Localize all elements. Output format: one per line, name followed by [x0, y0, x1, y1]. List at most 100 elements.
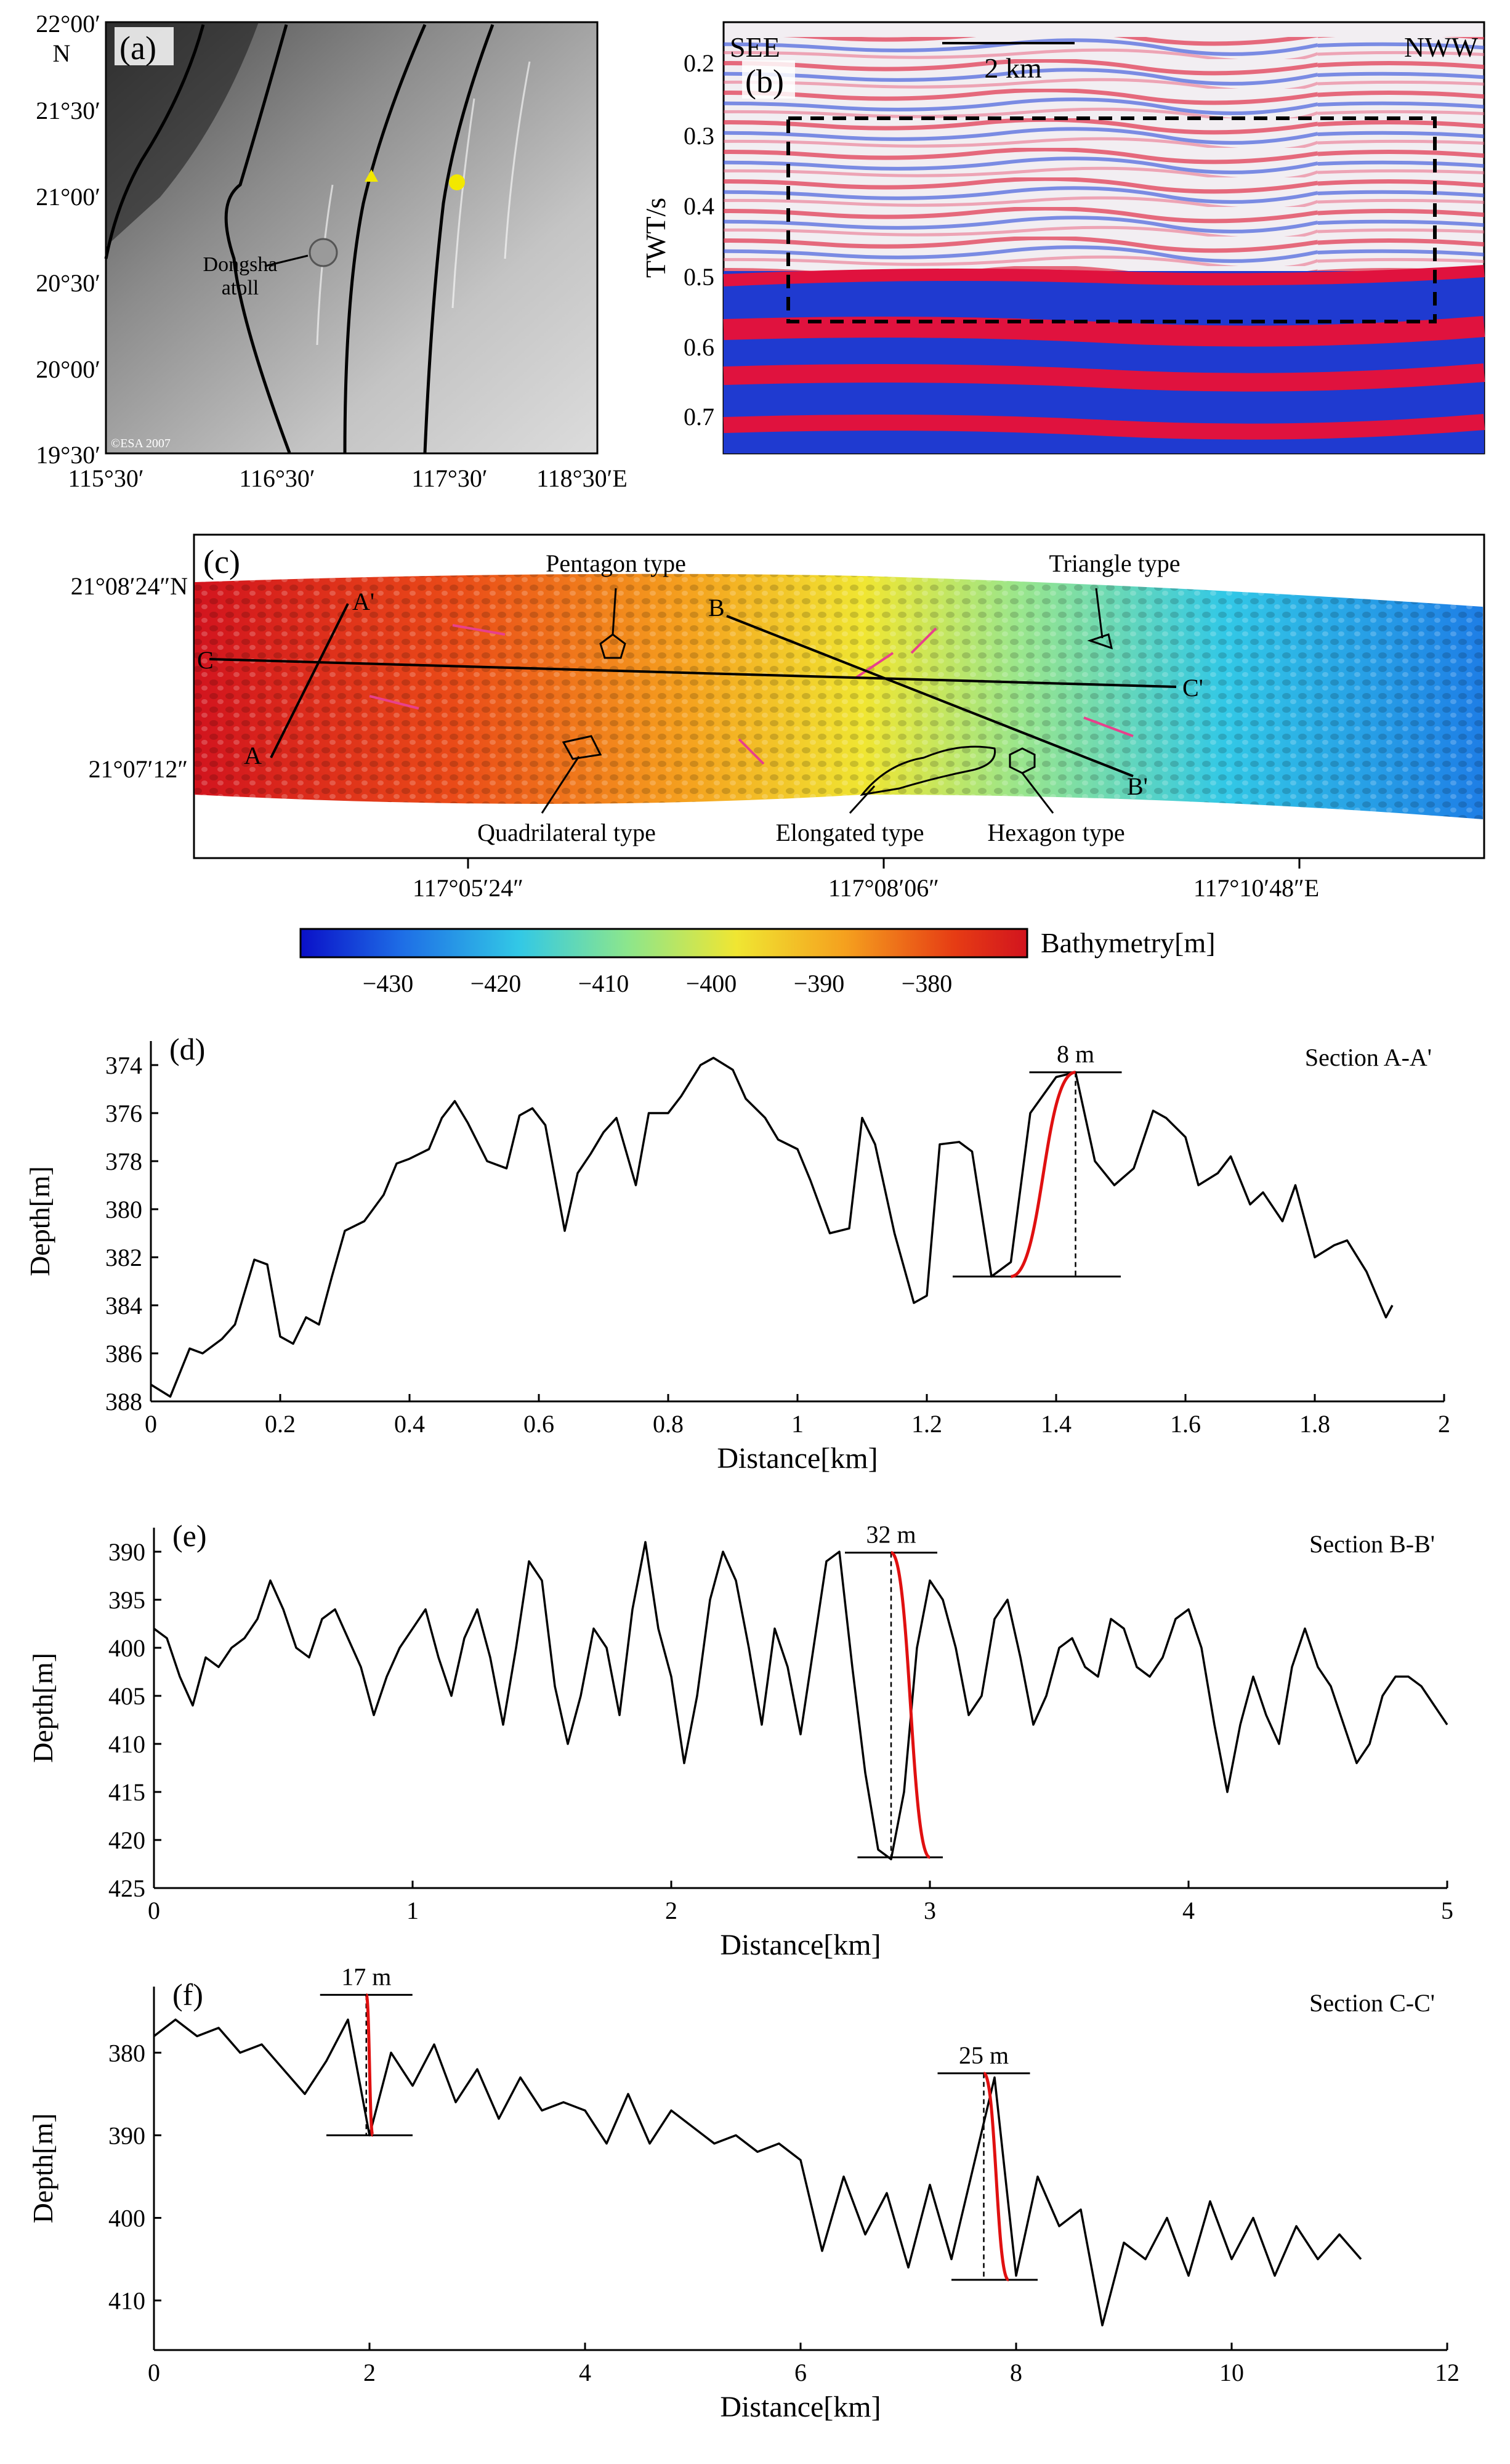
cb-tick: −400	[686, 970, 737, 997]
nww-label: NWW	[1404, 31, 1479, 63]
lat-tick: 20°00′	[36, 355, 100, 383]
profile-label-b: B	[708, 594, 725, 622]
annotation-red-flank	[365, 1993, 374, 2137]
y-tick-label: 380	[108, 2039, 145, 2067]
triangle-outline	[1087, 633, 1113, 650]
chart-section-a: 0 0.2 0.4 0.6 0.8 1 1.2 1.4 1.6 1.8 2 374 376 378 380 3…	[24, 1032, 1450, 1475]
x-tick-label: 1	[791, 1410, 804, 1438]
y-tick: 0.3	[684, 122, 714, 150]
scale-label: 2 km	[984, 52, 1042, 84]
lat-tick: 22°00′	[36, 10, 100, 38]
annotation-red-flank	[890, 1551, 931, 1859]
chart-section-c: 0 2 4 6 8 10 12 380 390 400 410 17 m 25 m (f) Section …	[27, 1963, 1460, 2423]
profile-label-a-prime: A'	[352, 588, 374, 615]
y-tick-label: 384	[105, 1292, 142, 1319]
c-lon-tick: 117°05′24″	[413, 874, 523, 902]
x-tick-label: 10	[1219, 2359, 1244, 2386]
seismic-upper-reflectors	[724, 37, 1484, 271]
lat-tick: 21°00′	[36, 183, 100, 211]
c-lon-tick: 117°08′06″	[828, 874, 939, 902]
profile-lines	[209, 603, 1177, 777]
c-lat-tick: 21°08′24″N	[71, 572, 188, 600]
x-axis-label: Distance[km]	[720, 2391, 881, 2423]
circle-marker	[449, 174, 465, 190]
chart-panel-label: (d)	[169, 1032, 205, 1066]
y-tick-label: 415	[108, 1778, 145, 1806]
lat-tick: 21°30′	[36, 97, 100, 124]
panel-c-label: (c)	[203, 543, 240, 580]
x-tick-label: 12	[1435, 2359, 1460, 2386]
panel-b-y-ticks: 0.2 0.3 0.4 0.5 0.6 0.7	[684, 49, 714, 431]
c-lat-tick: 21°07′12″	[89, 755, 188, 783]
x-tick-label: 1	[406, 1897, 419, 1924]
hexagon-outline	[1009, 747, 1036, 774]
colorbar-label: Bathymetry[m]	[1041, 927, 1216, 958]
chart-panel-label: (e)	[172, 1518, 207, 1553]
lat-unit: N	[53, 39, 71, 67]
x-tick-label: 1.4	[1041, 1410, 1072, 1438]
annotation-height-label: 25 m	[959, 2041, 1009, 2069]
cb-tick: −430	[363, 970, 414, 997]
profile-c-line	[209, 658, 1177, 688]
x-tick-label: 0	[148, 2359, 160, 2386]
y-tick-label: 410	[108, 2287, 145, 2315]
x-tick-label: 1.6	[1170, 1410, 1201, 1438]
x-tick-label: 0.2	[265, 1410, 296, 1438]
panel-b-ylabel: TWT/s	[640, 198, 671, 278]
x-tick-label: 0.4	[394, 1410, 425, 1438]
lon-tick: 115°30′	[68, 464, 143, 492]
y-tick-label: 400	[108, 2204, 145, 2232]
colorbar: Bathymetry[m] −430 −420 −410 −400 −390 −…	[299, 927, 1216, 997]
y-tick-label: 390	[108, 1538, 145, 1566]
elongated-outline	[860, 745, 996, 796]
triangle-type-label: Triangle type	[1049, 549, 1181, 577]
y-tick-label: 388	[105, 1388, 142, 1416]
pentagon-outline	[599, 633, 626, 659]
depth-profile-line	[153, 2018, 1362, 2327]
x-tick-label: 2	[363, 2359, 376, 2386]
dark-slick	[106, 22, 259, 246]
triangle-marker	[365, 169, 378, 182]
y-tick-label: 374	[105, 1052, 142, 1079]
lon-tick: 118°30′E	[536, 464, 628, 492]
y-tick: 0.5	[684, 263, 714, 291]
panel-b: 2 km SEE NWW (b) TWT/s 0.2 0.3 0.4 0.5 0…	[640, 21, 1485, 455]
y-axis-label: Depth[m]	[27, 1653, 59, 1763]
y-tick-label: 376	[105, 1100, 142, 1127]
chart-title: Section C-C'	[1309, 1989, 1435, 2017]
cb-tick: −390	[794, 970, 845, 997]
x-tick-label: 0.6	[523, 1410, 554, 1438]
x-tick-label: 0	[145, 1410, 157, 1438]
type-leader-lines	[541, 588, 1104, 814]
y-tick-label: 420	[108, 1826, 145, 1854]
x-tick-label: 1.8	[1299, 1410, 1330, 1438]
y-tick-label: 425	[108, 1874, 145, 1902]
seismic-inset-box	[786, 116, 1437, 323]
cb-tick: −410	[578, 970, 629, 997]
panel-a-label: (a)	[119, 30, 156, 67]
dongsha-label-1: Dongsha	[203, 253, 278, 276]
y-tick: 0.4	[684, 192, 714, 220]
quadrilateral-type-label: Quadrilateral type	[477, 819, 656, 846]
chart-title: Section B-B'	[1309, 1530, 1435, 1558]
panel-b-label: (b)	[745, 63, 784, 100]
y-tick: 0.7	[684, 403, 714, 431]
y-axis-label: Depth[m]	[27, 2113, 59, 2224]
y-tick-label: 395	[108, 1586, 145, 1614]
c-lon-tick: 117°10′48″E	[1193, 874, 1319, 902]
x-axis-label: Distance[km]	[720, 1929, 881, 1961]
y-axis-label: Depth[m]	[24, 1166, 55, 1276]
y-tick-label: 410	[108, 1730, 145, 1758]
chart-section-b: 0 1 2 3 4 5 390 395 400 405 410 415 420 425 32 m (e) Sec…	[27, 1518, 1453, 1961]
profile-a-line	[270, 603, 349, 758]
crest-lines	[369, 624, 1134, 765]
x-axis-label: Distance[km]	[717, 1442, 878, 1475]
annotation-red-flank	[1010, 1071, 1076, 1278]
panel-a-lon-ticks: 115°30′ 116°30′ 117°30′ 118°30′E	[68, 464, 627, 492]
y-tick-label: 386	[105, 1340, 142, 1368]
x-tick-label: 4	[579, 2359, 591, 2386]
annotation-height-label: 8 m	[1057, 1040, 1094, 1068]
panel-c: (c) Pentagon type Triangle type Quadrila…	[71, 533, 1485, 902]
dongsha-label-2: atoll	[222, 277, 259, 299]
